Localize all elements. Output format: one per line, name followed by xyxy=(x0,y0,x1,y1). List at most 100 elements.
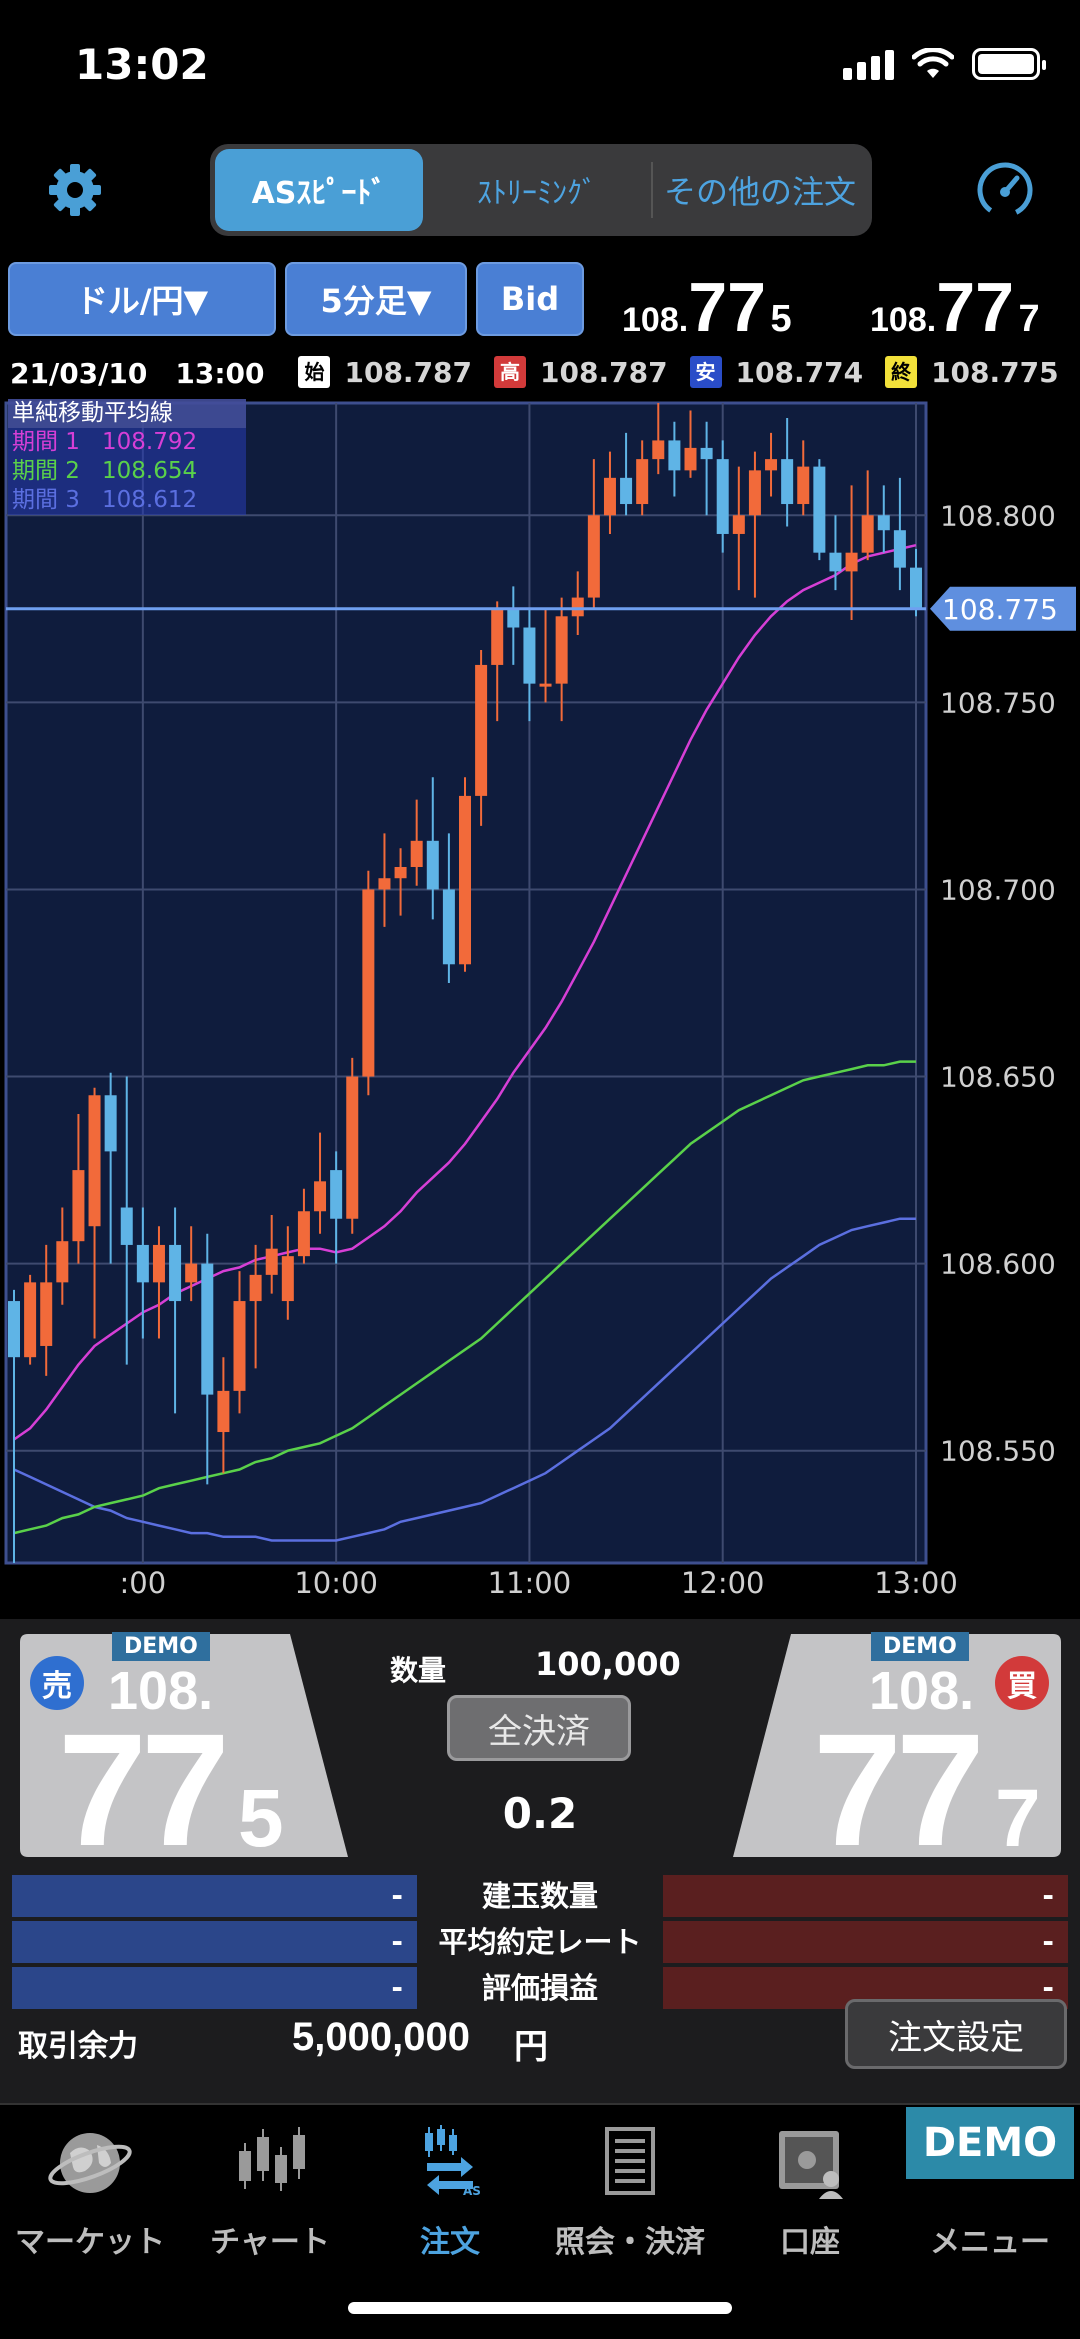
sell-button[interactable]: DEMO 売 108. 77 5 xyxy=(18,1632,348,1879)
low-value: 108.774 xyxy=(735,355,864,389)
candle-body xyxy=(684,447,697,471)
high-value: 108.787 xyxy=(540,355,668,389)
candle-body xyxy=(136,1244,149,1283)
buy-price-fraction: 7 xyxy=(995,1773,1041,1864)
candlestick-chart[interactable]: 108.800 108.750 108.700 108.650 108.600 108.5… xyxy=(0,397,1080,1619)
candle-body xyxy=(410,840,423,867)
sell-button-shape xyxy=(20,1634,348,1857)
document-list-icon xyxy=(605,2127,655,2195)
timeframe-select[interactable]: 5分足▼ xyxy=(285,262,467,336)
candle-body xyxy=(394,867,407,879)
candle-body xyxy=(765,459,778,471)
tab-inquiry[interactable]: 照会・決済 xyxy=(540,2105,720,2275)
candle-body xyxy=(330,1170,343,1219)
y-tick-label: 108.800 xyxy=(940,499,1056,532)
top-nav: ASｽﾋﾟｰﾄﾞ ｽﾄﾘｰﾐﾝｸﾞ その他の注文 xyxy=(0,130,1080,255)
candle-body xyxy=(442,889,455,965)
margin-unit: 円 xyxy=(514,2027,548,2067)
candle-body xyxy=(603,477,616,516)
x-tick-label: 12:00 xyxy=(681,1566,765,1600)
sma-legend: 単純移動平均線 期間 1 108.792 期間 2 108.654 期間 3 108.… xyxy=(8,399,246,515)
candle-body xyxy=(829,552,842,572)
candle-body xyxy=(636,459,649,505)
quantity-value[interactable]: 100,000 xyxy=(535,1645,681,1683)
sma-period-1-line xyxy=(13,543,917,1441)
sma-period-3-line xyxy=(13,1217,916,1542)
sell-price-fraction: 5 xyxy=(238,1773,284,1864)
candle-body xyxy=(56,1241,69,1283)
candle-body xyxy=(475,664,488,796)
buy-button[interactable]: DEMO 買 108. 77 7 xyxy=(733,1632,1063,1879)
tab-order[interactable]: AS 注文 xyxy=(360,2105,540,2275)
candle-body xyxy=(152,1244,165,1283)
close-all-button[interactable]: 全決済 xyxy=(447,1695,631,1761)
candle-body xyxy=(620,477,633,505)
candle-body xyxy=(877,515,890,531)
bottom-tab-bar: マーケット チャート AS 注文 xyxy=(0,2103,1080,2339)
quantity-label: 数量 xyxy=(390,1654,447,1687)
candle-body xyxy=(748,470,761,516)
low-tag: 安 xyxy=(689,356,722,388)
candle-body xyxy=(378,878,391,890)
candle-body xyxy=(88,1095,101,1227)
candle-body xyxy=(652,440,665,460)
y-tick-label: 108.750 xyxy=(940,686,1056,719)
candle-body xyxy=(732,515,745,534)
candle-body xyxy=(104,1095,117,1152)
buy-button-shape xyxy=(733,1634,1061,1857)
x-tick-label: 10:00 xyxy=(294,1566,378,1600)
candle-body xyxy=(491,608,504,665)
candle-body xyxy=(120,1207,133,1245)
close-value: 108.775 xyxy=(931,355,1059,389)
candle-body xyxy=(281,1256,294,1302)
buy-circle-icon: 買 xyxy=(995,1656,1049,1710)
order-settings-button[interactable]: 注文設定 xyxy=(845,1999,1067,2069)
x-tick-label: 13:00 xyxy=(874,1566,958,1600)
legend-period-2: 期間 2 108.654 xyxy=(12,458,198,484)
candle-body xyxy=(8,1301,20,1358)
tab-market[interactable]: マーケット xyxy=(0,2105,180,2275)
legend-period-3: 期間 3 108.612 xyxy=(12,487,198,513)
speedometer-icon[interactable] xyxy=(975,160,1035,220)
candle-body xyxy=(201,1263,214,1395)
tab-account[interactable]: 口座 xyxy=(720,2105,900,2275)
gear-icon[interactable] xyxy=(45,160,105,220)
legend-period-1: 期間 1 108.792 xyxy=(12,429,198,455)
bid-price: 108.77 5 xyxy=(622,268,792,346)
open-value: 108.787 xyxy=(344,355,473,389)
status-icons xyxy=(843,48,1046,80)
tab-other-orders[interactable]: その他の注文 xyxy=(663,173,856,211)
bid-ask-toggle[interactable]: Bid xyxy=(476,262,584,336)
order-mode-segment: ASｽﾋﾟｰﾄﾞ ｽﾄﾘｰﾐﾝｸﾞ その他の注文 xyxy=(210,144,872,236)
status-time: 13:02 xyxy=(75,40,209,89)
safe-icon xyxy=(779,2131,843,2199)
tab-streaming[interactable]: ｽﾄﾘｰﾐﾝｸﾞ xyxy=(423,162,653,218)
row-label: 建玉数量 xyxy=(481,1879,598,1913)
candle-body xyxy=(169,1244,182,1302)
position-row: - 平均約定レート - xyxy=(12,1921,1068,1963)
chart-toolbar: ドル/円▼ 5分足▼ Bid 108.77 5 108.77 7 xyxy=(0,255,1080,347)
candle-body xyxy=(539,683,552,687)
status-bar: 13:02 xyxy=(0,0,1080,130)
tab-chart[interactable]: チャート xyxy=(180,2105,360,2275)
candle-body xyxy=(217,1390,230,1433)
tab-as-speed[interactable]: ASｽﾋﾟｰﾄﾞ xyxy=(215,149,423,231)
currency-pair-select[interactable]: ドル/円▼ xyxy=(8,262,276,336)
chart-plot[interactable]: 108.800 108.750 108.700 108.650 108.600 108.5… xyxy=(0,397,1080,1619)
candle-body xyxy=(555,616,568,684)
tab-menu[interactable]: メニュー xyxy=(930,2225,1050,2260)
candle-body xyxy=(185,1263,198,1283)
y-tick-label: 108.600 xyxy=(940,1248,1056,1281)
candle-body xyxy=(314,1181,327,1212)
sell-price-major: 108. xyxy=(108,1661,214,1721)
buy-demo-badge: DEMO xyxy=(871,1632,969,1661)
x-tick-label: 11:00 xyxy=(488,1566,572,1600)
candle-datetime: 21/03/10 13:00 xyxy=(10,357,265,390)
candle-body xyxy=(781,459,794,505)
candle-body xyxy=(24,1282,37,1358)
sma-period-2-line xyxy=(13,1060,916,1535)
menu-demo-badge[interactable]: DEMO xyxy=(906,2107,1074,2179)
plot-area xyxy=(4,401,928,1565)
candle-body xyxy=(797,466,810,505)
candle-body xyxy=(845,552,858,572)
